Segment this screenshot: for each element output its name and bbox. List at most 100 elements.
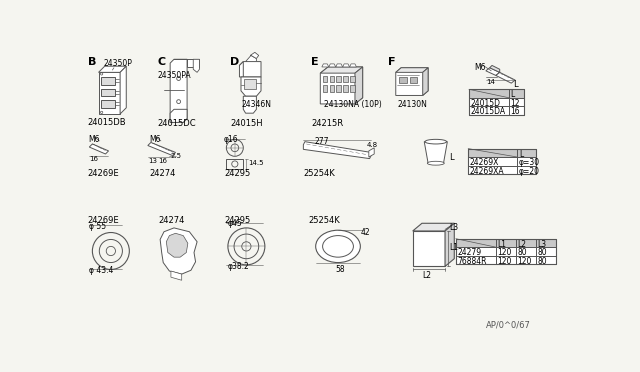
Text: 14: 14 <box>486 78 495 84</box>
Bar <box>410 77 417 83</box>
Bar <box>456 239 496 247</box>
Text: 25254K: 25254K <box>303 169 335 179</box>
Bar <box>517 157 536 166</box>
Text: 24274: 24274 <box>159 216 185 225</box>
Text: 80: 80 <box>538 248 547 257</box>
Text: 13: 13 <box>148 158 157 164</box>
Text: E: E <box>311 57 319 67</box>
Bar <box>330 76 334 82</box>
Bar <box>516 256 536 264</box>
Polygon shape <box>99 66 126 73</box>
Bar <box>344 76 348 82</box>
Polygon shape <box>342 64 349 67</box>
Bar <box>413 231 445 266</box>
Bar <box>516 239 536 247</box>
Text: 24015DB: 24015DB <box>88 118 126 127</box>
Bar <box>469 98 509 106</box>
Text: 2.5: 2.5 <box>171 153 182 159</box>
Text: φ=30: φ=30 <box>519 158 540 167</box>
Text: F: F <box>388 57 396 67</box>
Text: L: L <box>519 150 524 159</box>
Text: 24269E: 24269E <box>88 216 120 225</box>
Text: L3: L3 <box>450 223 459 232</box>
Polygon shape <box>244 78 257 89</box>
Ellipse shape <box>425 140 447 144</box>
Text: L: L <box>511 90 515 99</box>
Text: L1: L1 <box>449 243 458 252</box>
Ellipse shape <box>323 235 353 257</box>
Text: 24269X: 24269X <box>470 158 499 167</box>
Bar <box>509 106 524 115</box>
Text: 76884R: 76884R <box>458 257 487 266</box>
Text: φ38.2: φ38.2 <box>228 262 250 271</box>
Polygon shape <box>101 77 115 85</box>
Text: D: D <box>230 57 239 67</box>
Bar <box>456 239 556 264</box>
Ellipse shape <box>316 230 360 263</box>
Polygon shape <box>241 77 261 96</box>
Polygon shape <box>243 96 257 113</box>
Text: AP/0^0/67: AP/0^0/67 <box>486 320 531 329</box>
Polygon shape <box>369 148 374 157</box>
Polygon shape <box>320 67 363 73</box>
Text: 58: 58 <box>335 265 344 274</box>
Text: 24015H: 24015H <box>230 119 263 128</box>
Text: L: L <box>449 153 454 162</box>
Bar <box>509 89 524 98</box>
Text: 120: 120 <box>497 257 512 266</box>
Polygon shape <box>322 64 329 67</box>
Text: 12: 12 <box>511 99 520 108</box>
Text: M6: M6 <box>474 63 486 72</box>
Polygon shape <box>329 64 336 67</box>
Polygon shape <box>174 59 200 67</box>
Text: 277: 277 <box>315 137 330 146</box>
Polygon shape <box>336 64 342 67</box>
Bar <box>469 106 509 115</box>
Text: C: C <box>157 57 165 67</box>
Text: 25254K: 25254K <box>308 216 340 225</box>
Polygon shape <box>101 89 115 96</box>
Bar <box>227 158 243 169</box>
Bar <box>469 89 524 115</box>
Bar <box>468 148 517 157</box>
Polygon shape <box>148 142 175 155</box>
Text: 24130N: 24130N <box>397 100 427 109</box>
Polygon shape <box>396 68 428 73</box>
Text: L2: L2 <box>422 271 431 280</box>
Bar <box>496 239 516 247</box>
Bar <box>517 166 536 174</box>
Text: 24130NA (10P): 24130NA (10P) <box>324 100 382 109</box>
Text: 24015DC: 24015DC <box>157 119 196 128</box>
Polygon shape <box>170 109 187 122</box>
Bar <box>468 166 517 174</box>
Text: 24295: 24295 <box>225 169 251 179</box>
Text: 16: 16 <box>90 156 99 162</box>
Bar <box>330 86 334 92</box>
Polygon shape <box>486 68 500 76</box>
Bar <box>468 157 517 166</box>
Text: 24350PA: 24350PA <box>157 71 191 80</box>
Text: L: L <box>513 80 517 89</box>
Polygon shape <box>120 66 126 114</box>
Text: 24279: 24279 <box>458 248 481 257</box>
Polygon shape <box>445 223 454 266</box>
Bar <box>323 76 327 82</box>
Polygon shape <box>424 142 447 163</box>
Text: 16: 16 <box>511 108 520 116</box>
Text: 24215R: 24215R <box>311 119 343 128</box>
Text: 42: 42 <box>361 228 371 237</box>
Polygon shape <box>193 59 200 73</box>
Bar <box>344 86 348 92</box>
Text: φ 55: φ 55 <box>90 222 106 231</box>
Text: 80: 80 <box>517 248 527 257</box>
Text: M6: M6 <box>88 135 99 144</box>
Text: L2: L2 <box>517 240 527 249</box>
Bar <box>516 247 536 256</box>
Bar <box>337 76 341 82</box>
Text: 16: 16 <box>159 158 168 164</box>
Bar <box>350 86 355 92</box>
Text: 24015DA: 24015DA <box>470 108 506 116</box>
Text: 24295: 24295 <box>224 216 250 225</box>
Bar <box>509 98 524 106</box>
Polygon shape <box>250 52 259 58</box>
